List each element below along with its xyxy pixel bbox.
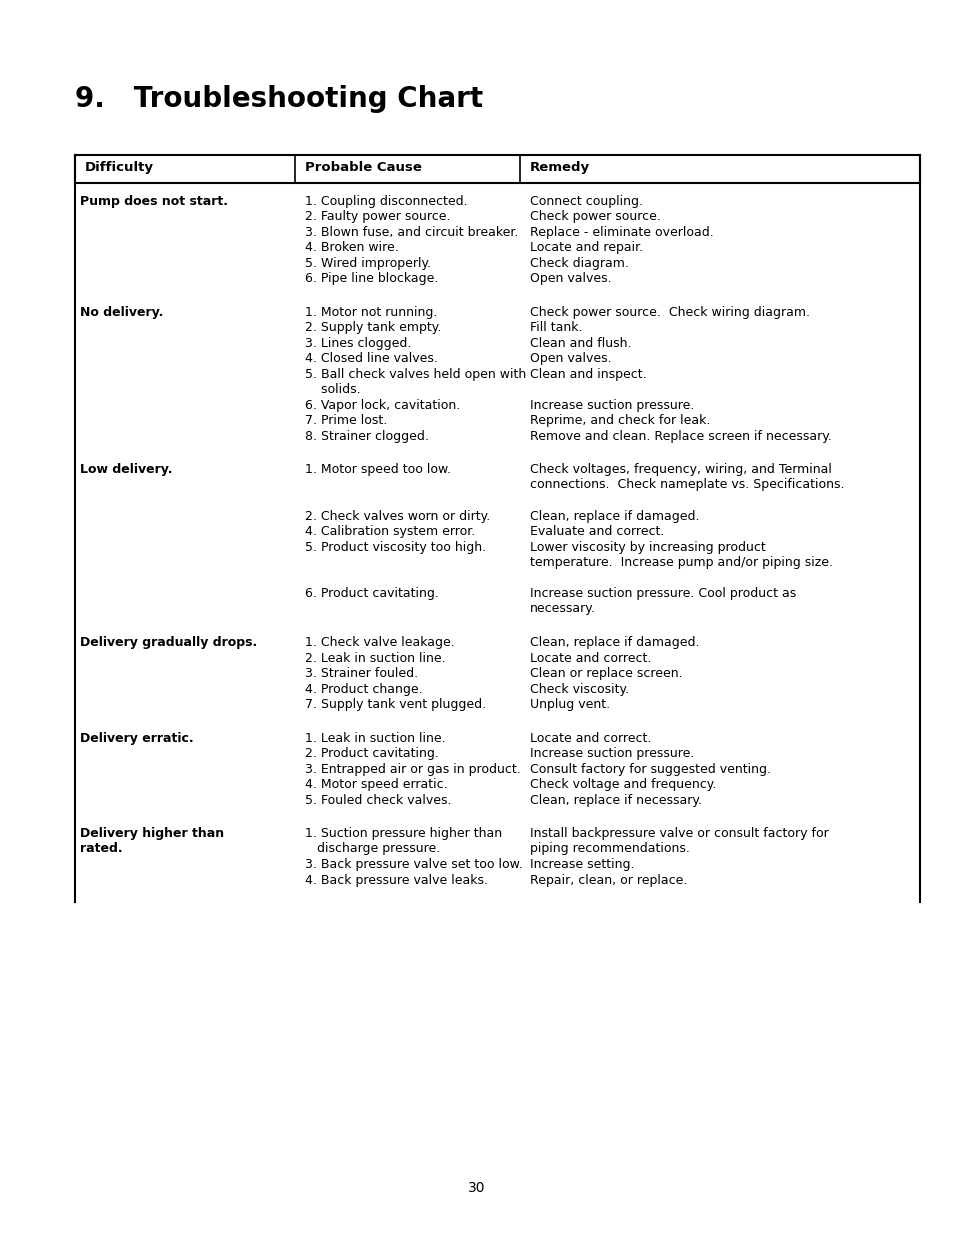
Text: 1. Suction pressure higher than
   discharge pressure.: 1. Suction pressure higher than discharg… [305, 827, 501, 856]
Text: Repair, clean, or replace.: Repair, clean, or replace. [530, 874, 687, 887]
Text: Lower viscosity by increasing product
temperature.  Increase pump and/or piping : Lower viscosity by increasing product te… [530, 541, 832, 569]
Text: Evaluate and correct.: Evaluate and correct. [530, 526, 663, 538]
Text: No delivery.: No delivery. [80, 306, 163, 319]
Text: Check power source.: Check power source. [530, 210, 660, 224]
Text: Clean, replace if necessary.: Clean, replace if necessary. [530, 794, 701, 806]
Text: 7. Prime lost.: 7. Prime lost. [305, 415, 387, 427]
Text: Difficulty: Difficulty [85, 161, 153, 174]
Text: Fill tank.: Fill tank. [530, 321, 582, 335]
Text: Clean and flush.: Clean and flush. [530, 337, 631, 350]
Text: Delivery higher than
rated.: Delivery higher than rated. [80, 827, 224, 856]
Text: Increase suction pressure.: Increase suction pressure. [530, 399, 694, 412]
Text: Check voltages, frequency, wiring, and Terminal
connections.  Check nameplate vs: Check voltages, frequency, wiring, and T… [530, 463, 843, 492]
Text: Clean or replace screen.: Clean or replace screen. [530, 667, 682, 680]
Text: Increase suction pressure.: Increase suction pressure. [530, 747, 694, 761]
Text: 4. Back pressure valve leaks.: 4. Back pressure valve leaks. [305, 874, 488, 887]
Text: 4. Motor speed erratic.: 4. Motor speed erratic. [305, 778, 447, 792]
Text: 3. Blown fuse, and circuit breaker.: 3. Blown fuse, and circuit breaker. [305, 226, 517, 240]
Text: 2. Check valves worn or dirty.: 2. Check valves worn or dirty. [305, 510, 490, 522]
Text: Clean, replace if damaged.: Clean, replace if damaged. [530, 510, 699, 522]
Text: Clean and inspect.: Clean and inspect. [530, 368, 646, 382]
Text: 1. Motor not running.: 1. Motor not running. [305, 306, 436, 319]
Text: 2. Supply tank empty.: 2. Supply tank empty. [305, 321, 441, 335]
Text: Check voltage and frequency.: Check voltage and frequency. [530, 778, 716, 792]
Text: Increase setting.: Increase setting. [530, 858, 634, 872]
Text: 3. Strainer fouled.: 3. Strainer fouled. [305, 667, 417, 680]
Text: Consult factory for suggested venting.: Consult factory for suggested venting. [530, 763, 770, 776]
Text: 2. Faulty power source.: 2. Faulty power source. [305, 210, 450, 224]
Text: 5. Product viscosity too high.: 5. Product viscosity too high. [305, 541, 486, 555]
Text: Delivery erratic.: Delivery erratic. [80, 732, 193, 745]
Text: 4. Broken wire.: 4. Broken wire. [305, 242, 398, 254]
Text: Open valves.: Open valves. [530, 273, 611, 285]
Text: 2. Leak in suction line.: 2. Leak in suction line. [305, 652, 445, 664]
Text: 3. Lines clogged.: 3. Lines clogged. [305, 337, 411, 350]
Text: Unplug vent.: Unplug vent. [530, 699, 610, 711]
Text: 1. Motor speed too low.: 1. Motor speed too low. [305, 463, 451, 477]
Text: Locate and correct.: Locate and correct. [530, 732, 651, 745]
Text: 7. Supply tank vent plugged.: 7. Supply tank vent plugged. [305, 699, 486, 711]
Text: Remedy: Remedy [530, 161, 590, 174]
Text: Pump does not start.: Pump does not start. [80, 195, 228, 207]
Text: Delivery gradually drops.: Delivery gradually drops. [80, 636, 257, 650]
Text: Remove and clean. Replace screen if necessary.: Remove and clean. Replace screen if nece… [530, 430, 831, 443]
Text: 2. Product cavitating.: 2. Product cavitating. [305, 747, 438, 761]
Text: 4. Product change.: 4. Product change. [305, 683, 422, 697]
Text: Replace - eliminate overload.: Replace - eliminate overload. [530, 226, 713, 240]
Text: Low delivery.: Low delivery. [80, 463, 172, 477]
Text: 30: 30 [468, 1181, 485, 1195]
Text: 1. Check valve leakage.: 1. Check valve leakage. [305, 636, 455, 650]
Text: 8. Strainer clogged.: 8. Strainer clogged. [305, 430, 429, 443]
Text: 3. Back pressure valve set too low.: 3. Back pressure valve set too low. [305, 858, 522, 872]
Text: 1. Leak in suction line.: 1. Leak in suction line. [305, 732, 445, 745]
Text: 5. Fouled check valves.: 5. Fouled check valves. [305, 794, 451, 806]
Text: Probable Cause: Probable Cause [305, 161, 421, 174]
Text: 5. Ball check valves held open with
    solids.: 5. Ball check valves held open with soli… [305, 368, 526, 396]
Text: 5. Wired improperly.: 5. Wired improperly. [305, 257, 431, 270]
Text: 6. Product cavitating.: 6. Product cavitating. [305, 588, 438, 600]
Text: Open valves.: Open valves. [530, 352, 611, 366]
Text: Install backpressure valve or consult factory for
piping recommendations.: Install backpressure valve or consult fa… [530, 827, 828, 856]
Text: Reprime, and check for leak.: Reprime, and check for leak. [530, 415, 710, 427]
Text: Locate and correct.: Locate and correct. [530, 652, 651, 664]
Text: Check viscosity.: Check viscosity. [530, 683, 628, 697]
Text: 9.   Troubleshooting Chart: 9. Troubleshooting Chart [75, 85, 482, 112]
Text: 3. Entrapped air or gas in product.: 3. Entrapped air or gas in product. [305, 763, 520, 776]
Text: Locate and repair.: Locate and repair. [530, 242, 642, 254]
Text: 1. Coupling disconnected.: 1. Coupling disconnected. [305, 195, 467, 207]
Text: Clean, replace if damaged.: Clean, replace if damaged. [530, 636, 699, 650]
Text: 4. Closed line valves.: 4. Closed line valves. [305, 352, 437, 366]
Text: Increase suction pressure. Cool product as
necessary.: Increase suction pressure. Cool product … [530, 588, 796, 615]
Text: Check power source.  Check wiring diagram.: Check power source. Check wiring diagram… [530, 306, 809, 319]
Text: Check diagram.: Check diagram. [530, 257, 628, 270]
Text: Connect coupling.: Connect coupling. [530, 195, 642, 207]
Text: 6. Vapor lock, cavitation.: 6. Vapor lock, cavitation. [305, 399, 459, 412]
Text: 4. Calibration system error.: 4. Calibration system error. [305, 526, 475, 538]
Text: 6. Pipe line blockage.: 6. Pipe line blockage. [305, 273, 438, 285]
